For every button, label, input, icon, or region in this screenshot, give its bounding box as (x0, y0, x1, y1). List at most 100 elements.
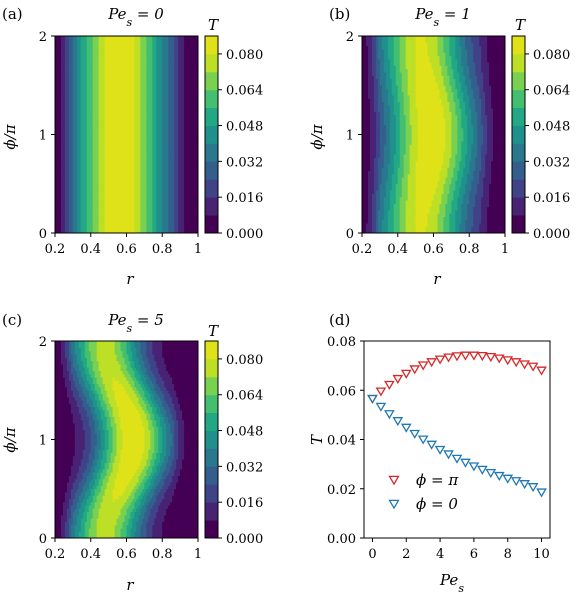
contour-cell (110, 170, 113, 175)
contour-cell (66, 78, 70, 83)
contour-cell (60, 170, 64, 175)
contour-cell (60, 203, 64, 208)
contour-cell (60, 45, 64, 50)
contour-cell (162, 111, 165, 116)
contour-cell (55, 121, 58, 126)
contour-cell (140, 183, 143, 188)
contour-cell (152, 91, 155, 96)
contour-cell (146, 193, 149, 198)
contour-cell (116, 55, 119, 60)
contour-cell (90, 58, 94, 63)
contour-cell (362, 95, 365, 99)
contour-cell (362, 45, 365, 50)
contour-cell (70, 81, 74, 86)
contour-cell (128, 157, 131, 162)
contour-cell (186, 62, 189, 66)
contour-cell (62, 78, 66, 83)
contour-cell (369, 49, 373, 53)
contour-cell (118, 95, 121, 99)
contour-cell (144, 42, 147, 47)
contour-cell (146, 85, 149, 89)
contour-cell (128, 39, 131, 43)
contour-cell (68, 147, 72, 152)
contour-cell (166, 49, 169, 53)
contour-cell (160, 58, 163, 63)
contour-cell (192, 177, 195, 181)
contour-cell (138, 173, 141, 178)
contour-cell (365, 55, 369, 60)
contour-cell (188, 72, 191, 76)
contour-cell (68, 91, 72, 96)
contour-cell (118, 75, 121, 80)
contour-cell (194, 134, 197, 139)
contour-cell (367, 75, 371, 80)
contour-cell (124, 141, 127, 145)
contour-cell (130, 190, 133, 194)
contour-cell (126, 98, 129, 103)
contour-cell (196, 88, 199, 93)
contour-cell (362, 49, 365, 53)
contour-cell (134, 68, 137, 73)
contour-cell (154, 121, 157, 126)
contour-cell (190, 114, 193, 119)
contour-cell (196, 58, 199, 63)
contour-cell (196, 137, 199, 142)
contour-cell (180, 177, 183, 181)
contour-cell (74, 154, 78, 158)
contour-cell (110, 164, 113, 168)
contour-cell (114, 183, 117, 188)
contour-cell (369, 229, 373, 234)
contour-cell (118, 173, 121, 178)
contour-cell (116, 160, 119, 165)
contour-cell (160, 170, 163, 175)
contour-cell (166, 187, 169, 191)
contour-cell (375, 111, 379, 116)
contour-cell (184, 108, 187, 112)
contour-cell (136, 95, 139, 99)
contour-cell (76, 137, 80, 142)
contour-cell (88, 108, 92, 112)
contour-cell (184, 95, 187, 99)
contour-cell (164, 206, 167, 211)
contour-cell (166, 226, 169, 231)
contour-cell (120, 206, 123, 211)
contour-cell (158, 88, 161, 93)
contour-cell (194, 42, 197, 47)
contour-cell (70, 36, 74, 40)
contour-cell (88, 131, 92, 135)
contour-cell (60, 167, 64, 172)
contour-cell (92, 39, 96, 43)
contour-cell (55, 177, 58, 181)
contour-cell (379, 111, 383, 116)
contour-cell (128, 111, 131, 116)
contour-cell (164, 167, 167, 172)
contour-cell (156, 137, 159, 142)
contour-cell (170, 65, 173, 70)
contour-cell (126, 193, 129, 198)
contour-cell (134, 144, 137, 149)
contour-cell (114, 52, 117, 57)
contour-cell (66, 164, 70, 168)
contour-cell (110, 81, 113, 86)
contour-cell (362, 36, 365, 40)
contour-cell (130, 180, 133, 185)
contour-cell (116, 68, 119, 73)
contour-cell (130, 111, 133, 116)
contour-cell (168, 78, 171, 83)
contour-cell (176, 187, 179, 191)
contour-cell (152, 193, 155, 198)
contour-cell (138, 111, 141, 116)
contour-cell (96, 206, 100, 211)
contour-cell (100, 183, 104, 188)
contour-cell (126, 229, 129, 234)
contour-cell (72, 190, 76, 194)
contour-cell (120, 121, 123, 126)
contour-cell (106, 141, 110, 145)
contour-cell (164, 85, 167, 89)
contour-cell (162, 98, 165, 103)
contour-cell (166, 88, 169, 93)
contour-cell (78, 170, 82, 175)
contour-cell (74, 223, 78, 227)
contour-cell (90, 91, 94, 96)
contour-cell (100, 85, 104, 89)
